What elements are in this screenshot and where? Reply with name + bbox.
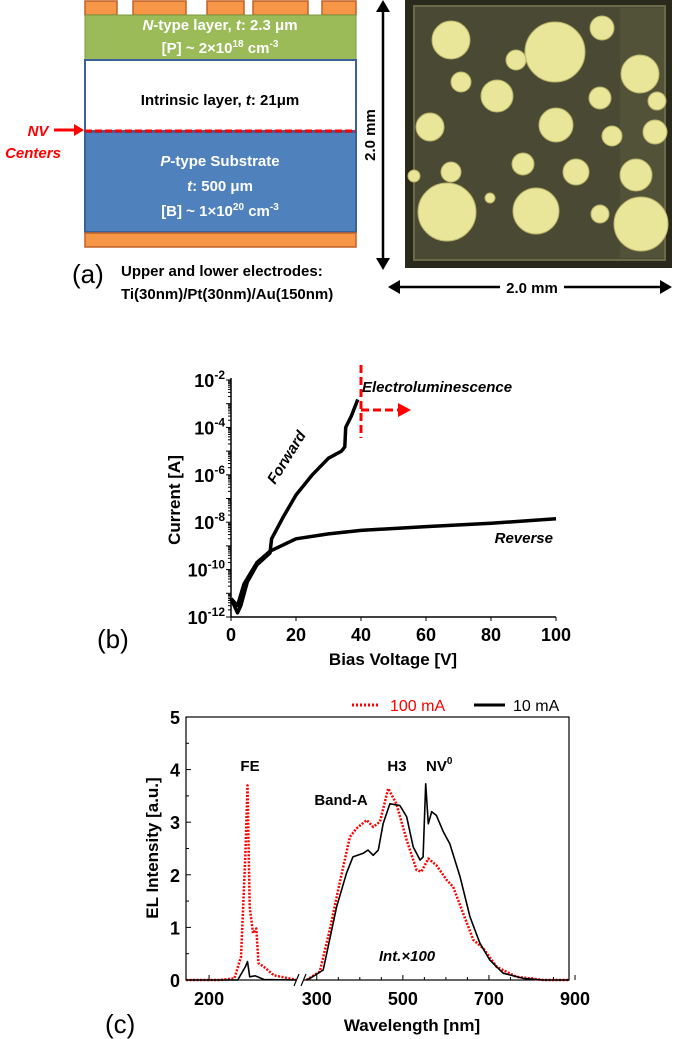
- series-10ma-right-line: [306, 783, 569, 981]
- band-a-annotation: Band-A: [314, 792, 367, 809]
- iv-annotations: [359, 365, 411, 438]
- y-tick-label: 10-2: [194, 368, 225, 391]
- legend-label-100ma: 100 mA: [390, 698, 445, 715]
- reverse-label: Reverse: [495, 530, 553, 547]
- iv-y-axis-label: Current [A]: [165, 455, 184, 545]
- el-tick-labels: 0 1 2 3 4 5 200 300 500 700 900: [170, 708, 590, 1009]
- y-tick-label: 4: [170, 761, 180, 781]
- x-tick-label: 200: [194, 989, 224, 1009]
- intrinsic-layer: [84, 59, 357, 132]
- iv-series: [229, 398, 557, 615]
- x-tick-label: 60: [416, 625, 436, 645]
- intensity-scale-annotation: Int.×100: [379, 948, 436, 965]
- electroluminescence-label: Electroluminescence: [362, 379, 512, 396]
- series-100ma-right-line: [305, 787, 569, 982]
- fe-annotation: FE: [240, 758, 259, 775]
- el-chart-axes: [185, 716, 576, 987]
- legend-label-10ma: 10 mA: [513, 698, 560, 715]
- p-substrate-line1: P-type Substrate: [160, 153, 279, 170]
- p-substrate-doping: [B] ~ 1×1020 cm-3: [161, 202, 279, 220]
- y-tick-label: 10-12: [188, 605, 226, 628]
- electrodes-caption-line1: Upper and lower electrodes:: [121, 263, 323, 280]
- upper-electrodes: [84, 0, 357, 16]
- photo-height-label: 2.0 mm: [362, 109, 379, 161]
- nv-label-line2: Centers: [5, 145, 61, 162]
- forward-label: Forward: [264, 427, 310, 487]
- y-tick-label: 1: [170, 918, 180, 938]
- panel-label-b: (b): [97, 624, 129, 654]
- legend: 100 mA 10 mA: [352, 698, 560, 715]
- p-substrate-thickness: t: 500 μm: [187, 178, 253, 195]
- x-tick-label: 100: [541, 625, 571, 645]
- photo-height-dimension: 2.0 mm: [362, 0, 390, 270]
- panel-label-c: (c): [105, 1009, 135, 1039]
- h3-annotation: H3: [387, 758, 406, 775]
- y-tick-label: 3: [170, 813, 180, 833]
- series-100ma-left-line: [186, 784, 298, 982]
- el-arrow-icon: [398, 403, 411, 417]
- x-tick-label: 900: [560, 989, 590, 1009]
- series-reverse-line: [229, 516, 557, 608]
- iv-x-tick-labels: 0 20 40 60 80 100: [226, 617, 571, 645]
- device-photo: [405, 0, 672, 268]
- plot-frame: [185, 716, 570, 981]
- y-tick-label: 10-6: [194, 463, 225, 486]
- x-tick-label: 500: [388, 989, 418, 1009]
- axis-break-mark: [300, 973, 307, 987]
- iv-chart-axes: [226, 378, 556, 618]
- el-y-axis-label: EL Intensity [a.u.]: [143, 777, 162, 918]
- nv-label-line1: NV: [28, 123, 51, 140]
- n-layer-doping: [P] ~ 2×1018 cm-3: [162, 39, 279, 57]
- y-tick-label: 10-8: [194, 510, 225, 533]
- iv-y-tick-labels: 10-2 10-4 10-6 10-8 10-10 10-12: [188, 368, 226, 628]
- n-type-layer: [84, 14, 357, 61]
- x-tick-label: 300: [302, 989, 332, 1009]
- y-tick-label: 5: [170, 708, 180, 728]
- y-tick-label: 2: [170, 866, 180, 886]
- series-10ma-left-line: [186, 960, 298, 981]
- device-structure-diagram: N-type layer, t: 2.3 μm [P] ~ 2×1018 cm-…: [5, 0, 357, 303]
- x-tick-label: 40: [351, 625, 371, 645]
- x-tick-label: 0: [226, 625, 236, 645]
- x-tick-label: 80: [481, 625, 501, 645]
- nv0-annotation: NV0: [426, 756, 453, 775]
- y-tick-label: 0: [170, 971, 180, 991]
- n-layer-line1: N-type layer, t: 2.3 μm: [142, 17, 297, 34]
- nv-arrow-icon: [54, 124, 84, 136]
- intrinsic-layer-label: Intrinsic layer, t: 21μm: [141, 92, 299, 109]
- photo-width-label: 2.0 mm: [506, 280, 558, 297]
- y-tick-label: 10-4: [194, 415, 225, 438]
- panel-label-a: (a): [72, 259, 104, 289]
- el-x-axis-label: Wavelength [nm]: [344, 1016, 480, 1035]
- photo-width-dimension: 2.0 mm: [388, 277, 672, 297]
- el-spectrum-chart: 0 1 2 3 4 5 200 300 500 700 900 100 mA 10 mA FE Ba…: [105, 698, 590, 1039]
- x-tick-label: 700: [474, 989, 504, 1009]
- el-series: [186, 783, 569, 982]
- electrodes-caption-line2: Ti(30nm)/Pt(30nm)/Au(150nm): [121, 286, 333, 303]
- x-tick-label: 20: [286, 625, 306, 645]
- series-forward-line: [229, 398, 360, 615]
- iv-x-axis-label: Bias Voltage [V]: [329, 650, 457, 669]
- axis-break-gap: [297, 974, 303, 986]
- y-tick-label: 10-10: [188, 558, 226, 581]
- lower-electrode: [84, 232, 357, 248]
